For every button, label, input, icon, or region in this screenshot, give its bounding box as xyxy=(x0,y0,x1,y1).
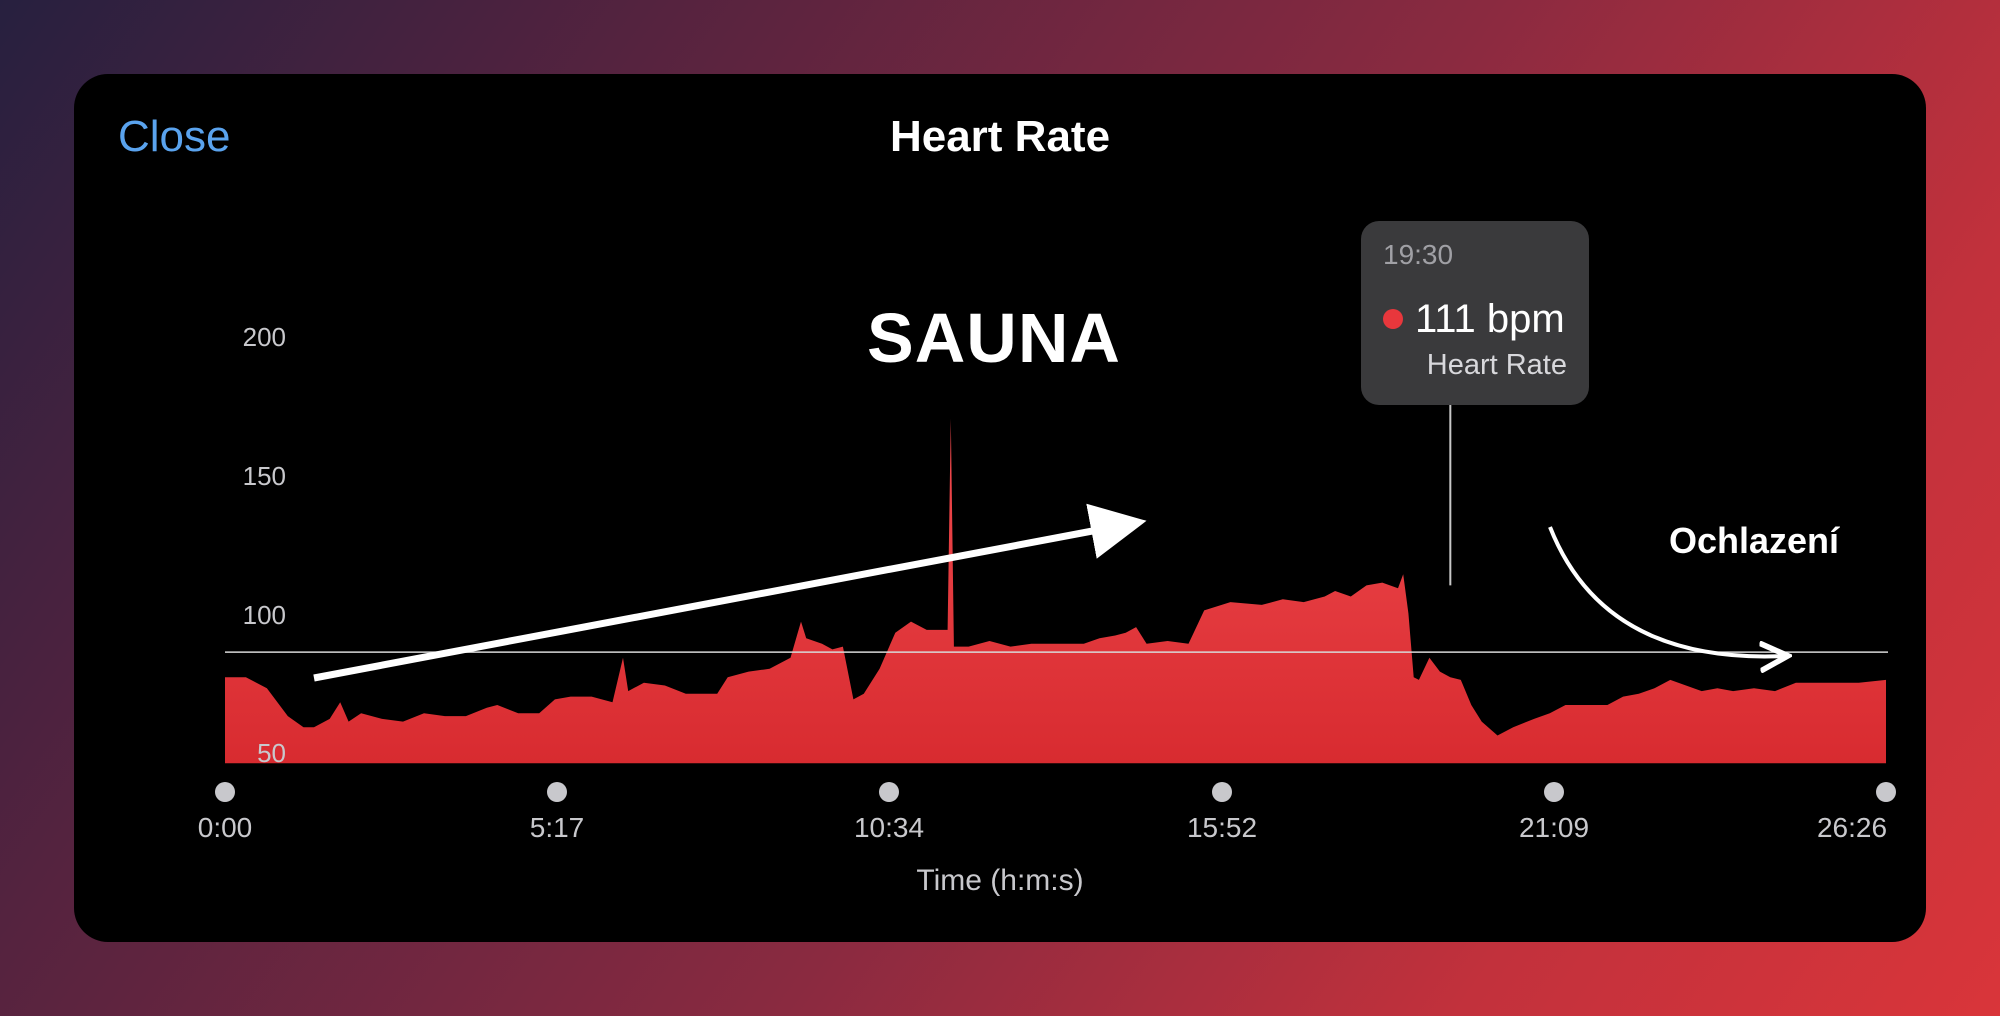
tooltip-label: Heart Rate xyxy=(1426,349,1567,381)
page-title: Heart Rate xyxy=(889,112,1111,161)
tooltip-value: 111 bpm xyxy=(1415,297,1565,341)
close-button[interactable]: Close xyxy=(118,112,231,161)
x-tick-dot xyxy=(1212,782,1232,802)
cooling-arrow xyxy=(1548,526,1784,656)
heart-rate-panel: Close Heart Rate SAUNA Ochlazení 200 150… xyxy=(74,74,1926,942)
heart-rate-chart[interactable] xyxy=(74,74,1926,942)
tooltip-time: 19:30 xyxy=(1383,239,1454,270)
x-tick-label: 0:00 xyxy=(197,812,253,843)
cooling-annotation: Ochlazení xyxy=(1668,520,1840,561)
x-tick-dot xyxy=(1544,782,1564,802)
x-tick-dot xyxy=(879,782,899,802)
y-tick-label: 200 xyxy=(242,322,286,352)
x-tick-label: 5:17 xyxy=(529,812,585,843)
series-dot-icon xyxy=(1383,309,1403,329)
y-tick-label: 100 xyxy=(242,600,286,630)
x-tick-label: 15:52 xyxy=(1186,812,1258,843)
x-tick-dot xyxy=(215,782,235,802)
x-tick-dot xyxy=(547,782,567,802)
trend-arrow xyxy=(313,503,1147,682)
heart-rate-area xyxy=(225,418,1886,764)
x-tick-label: 10:34 xyxy=(853,812,925,843)
x-tick-dot xyxy=(1876,782,1896,802)
data-tooltip: 19:30 111 bpm Heart Rate xyxy=(1361,221,1589,405)
y-tick-label: 50 xyxy=(257,738,286,768)
x-axis-title: Time (h:m:s) xyxy=(916,864,1084,897)
x-tick-label: 21:09 xyxy=(1518,812,1590,843)
x-tick-label: 26:26 xyxy=(1816,812,1888,843)
sauna-annotation: SAUNA xyxy=(867,299,1121,377)
y-tick-label: 150 xyxy=(242,461,286,491)
